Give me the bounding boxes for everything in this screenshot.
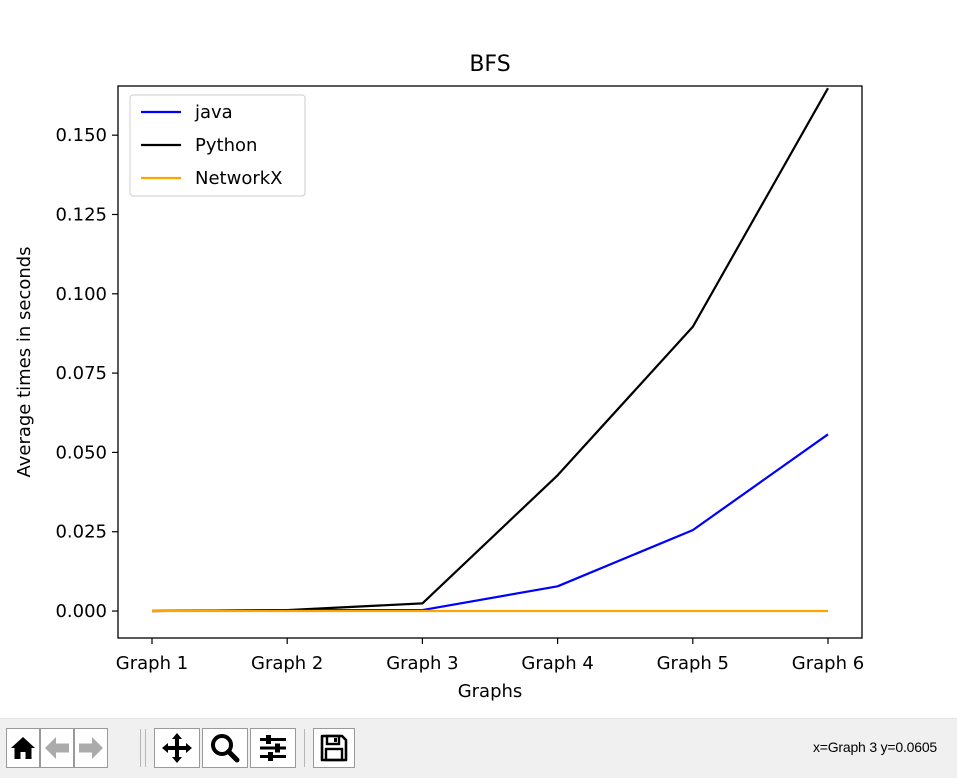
- toolbar-separator: [140, 729, 141, 767]
- toolbar-separator: [145, 729, 146, 767]
- move-icon: [162, 733, 192, 763]
- home-icon: [11, 737, 35, 759]
- y-axis-ticks: 0.000 0.025 0.050 0.075 0.100 0.125 0.150: [55, 125, 118, 622]
- forward-arrow-icon: [79, 737, 103, 759]
- configure-subplots-button[interactable]: [250, 728, 296, 768]
- back-arrow-icon: [45, 737, 69, 759]
- cursor-coordinates: x=Graph 3 y=0.0605: [812, 739, 937, 755]
- y-tick-label: 0.025: [55, 522, 107, 543]
- chart-title: BFS: [469, 52, 510, 77]
- x-tick-label: Graph 6: [792, 653, 864, 674]
- y-tick-label: 0.100: [55, 284, 107, 305]
- magnifier-icon: [211, 734, 240, 763]
- x-axis-ticks: Graph 1 Graph 2 Graph 3 Graph 4 Graph 5 Graph…: [116, 638, 864, 674]
- x-tick-label: Graph 5: [657, 653, 729, 674]
- legend-label: NetworkX: [195, 168, 283, 189]
- forward-button[interactable]: [74, 728, 108, 768]
- y-tick-label: 0.075: [55, 363, 107, 384]
- zoom-button[interactable]: [202, 728, 248, 768]
- save-button[interactable]: [313, 728, 355, 768]
- y-axis-label: Average times in seconds: [14, 246, 35, 477]
- y-tick-label: 0.000: [55, 601, 107, 622]
- toolbar-separator: [304, 729, 305, 767]
- back-button[interactable]: [40, 728, 74, 768]
- y-tick-label: 0.125: [55, 204, 107, 225]
- legend-label: java: [194, 102, 233, 123]
- legend: java Python NetworkX: [129, 94, 306, 197]
- x-tick-label: Graph 2: [251, 653, 323, 674]
- legend-label: Python: [195, 135, 257, 156]
- x-axis-label: Graphs: [458, 681, 523, 702]
- y-tick-label: 0.150: [55, 125, 107, 146]
- floppy-disk-icon: [320, 734, 348, 762]
- series-layer: [151, 87, 829, 613]
- x-tick-label: Graph 3: [386, 653, 458, 674]
- home-button[interactable]: [6, 728, 40, 768]
- legend-box: [129, 94, 306, 197]
- x-tick-label: Graph 1: [116, 653, 188, 674]
- sliders-icon: [260, 735, 286, 761]
- pan-button[interactable]: [154, 728, 200, 768]
- x-tick-label: Graph 4: [521, 653, 593, 674]
- y-tick-label: 0.050: [55, 442, 107, 463]
- navigation-toolbar: x=Graph 3 y=0.0605: [0, 718, 957, 778]
